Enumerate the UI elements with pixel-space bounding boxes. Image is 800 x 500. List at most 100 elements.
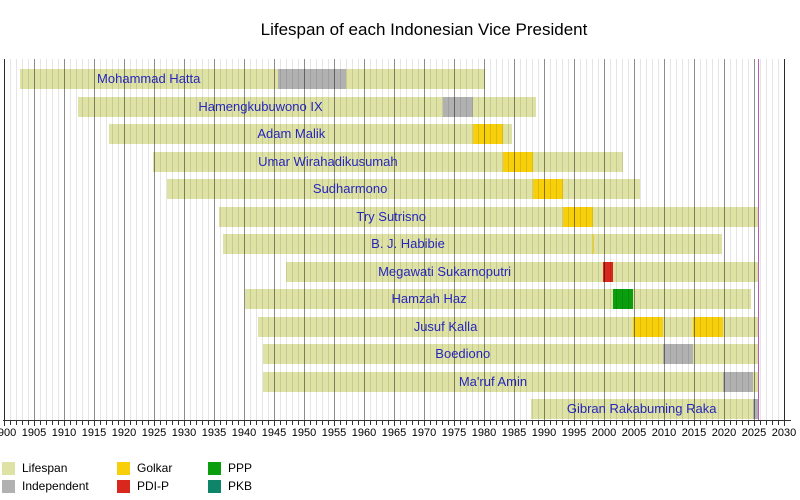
minor-gridline [238,59,239,420]
axis-tick [334,421,335,426]
axis-tick [214,421,215,426]
axis-tick [88,421,89,425]
axis-tick [730,421,731,425]
axis-tick [310,421,311,425]
minor-gridline [232,59,233,420]
axis-tick-label-1960: 1960 [351,427,377,439]
minor-gridline [358,59,359,420]
term-segment-independent-gibran-rakabuming-raka [752,399,759,419]
axis-tick [454,421,455,426]
axis-tick [352,421,353,425]
axis-tick [286,421,287,425]
minor-gridline [142,59,143,420]
axis-tick [172,421,173,425]
major-gridline [724,59,725,420]
axis-tick-label-1925: 1925 [141,427,167,439]
axis-tick [40,421,41,425]
axis-tick [772,421,773,425]
axis-tick [70,421,71,425]
major-gridline [604,59,605,420]
lifespan-bar-b-j-habibie [222,234,723,254]
axis-tick-label-1985: 1985 [501,427,527,439]
minor-gridline [136,59,137,420]
lifespan-bar-sudharmono [167,179,641,199]
minor-gridline [748,59,749,420]
minor-gridline [586,59,587,420]
axis-tick [154,421,155,426]
term-segment-golkar-b-j-habibie [593,234,595,254]
minor-gridline [436,59,437,420]
axis-tick-label-1900: 1900 [0,427,17,439]
axis-tick [574,421,575,426]
axis-tick [754,421,755,426]
axis-tick [268,421,269,425]
minor-gridline [346,59,347,420]
axis-tick-label-1990: 1990 [531,427,557,439]
term-segment-golkar-umar-wirahadikusumah [503,151,534,172]
axis-tick [280,421,281,425]
term-segment-independent-mohammad-hatta [277,69,346,89]
axis-tick [388,421,389,425]
minor-gridline [130,59,131,420]
minor-gridline [70,59,71,420]
axis-tick [724,421,725,426]
axis-tick [580,421,581,425]
minor-gridline [172,59,173,420]
major-gridline [64,59,65,420]
major-gridline [784,59,785,420]
minor-gridline [298,59,299,420]
minor-gridline [628,59,629,420]
minor-gridline [28,59,29,420]
axis-tick-label-1945: 1945 [261,427,287,439]
minor-gridline [646,59,647,420]
minor-gridline [106,59,107,420]
term-segment-pdip-megawati-sukarnoputri [602,261,614,282]
axis-tick [262,421,263,425]
axis-tick [766,421,767,425]
axis-tick [592,421,593,425]
minor-gridline [16,59,17,420]
minor-gridline [400,59,401,420]
axis-tick [712,421,713,425]
legend-swatch-lifespan [2,462,15,475]
axis-tick [382,421,383,425]
minor-gridline [532,59,533,420]
axis-tick [124,421,125,426]
axis-tick-label-2015: 2015 [681,427,707,439]
axis-tick [514,421,515,426]
vp-name-label-jusuf-kalla: Jusuf Kalla [413,318,478,334]
vp-name-label-b-j-habibie: B. J. Habibie [371,236,445,251]
axis-tick-label-1970: 1970 [411,427,437,439]
axis-tick [232,421,233,425]
axis-tick [604,421,605,426]
major-gridline [274,59,275,420]
axis-tick [670,421,671,425]
minor-gridline [250,59,251,420]
axis-tick [520,421,521,425]
chart-title: Lifespan of each Indonesian Vice Preside… [260,20,588,39]
axis-tick [760,421,761,425]
major-gridline [754,59,755,420]
axis-tick [778,421,779,425]
minor-gridline [166,59,167,420]
minor-gridline [706,59,707,420]
term-segment-independent-boediono [662,344,693,364]
axis-tick [502,421,503,425]
lifespan-bar-ma-ruf-amin [263,371,759,392]
axis-tick [292,421,293,425]
axis-tick [64,421,65,426]
axis-tick [166,421,167,425]
minor-gridline [670,59,671,420]
minor-gridline [622,59,623,420]
minor-gridline [778,59,779,420]
major-gridline [634,59,635,420]
axis-tick [598,421,599,425]
axis-tick-label-1950: 1950 [291,427,317,439]
axis-tick [556,421,557,425]
legend-swatch-pkb [208,480,221,493]
minor-gridline [118,59,119,420]
axis-tick [220,421,221,425]
minor-gridline [52,59,53,420]
minor-gridline [190,59,191,420]
axis-tick [430,421,431,425]
